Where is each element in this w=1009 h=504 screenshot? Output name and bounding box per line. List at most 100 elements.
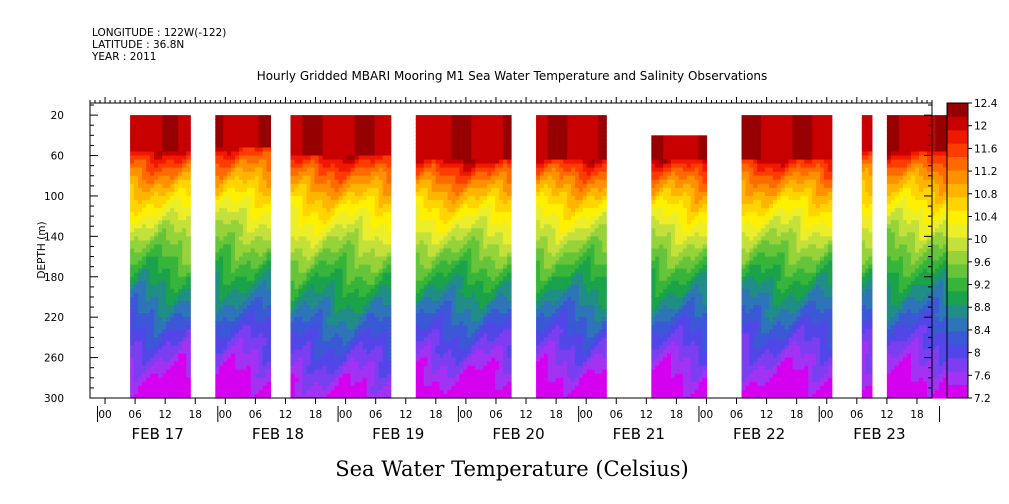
heat-cell (427, 325, 433, 330)
heat-cell (350, 369, 356, 375)
heat-cell (338, 228, 344, 233)
heat-cell (318, 341, 324, 347)
heat-cell (350, 119, 356, 124)
heat-cell (234, 191, 240, 197)
heat-cell (294, 123, 300, 128)
heat-cell (354, 147, 360, 153)
heat-cell (154, 309, 159, 314)
heat-cell (134, 385, 139, 391)
heat-cell (266, 301, 272, 306)
heat-cell (150, 256, 155, 262)
heat-cell (427, 341, 433, 347)
heat-cell (374, 321, 380, 326)
heat-cell (310, 216, 316, 221)
heat-cell (467, 377, 472, 383)
heat-cell (258, 264, 264, 270)
heat-cell (467, 183, 472, 189)
heat-cell (178, 236, 183, 241)
heat-cell (227, 280, 232, 286)
heat-cell (223, 248, 228, 254)
heat-cell (342, 228, 348, 233)
heat-cell (310, 256, 316, 262)
heat-cell (231, 159, 236, 165)
heat-cell (215, 175, 220, 181)
heat-cell (290, 228, 296, 233)
heat-cell (346, 195, 352, 201)
heat-cell (142, 228, 147, 233)
heat-cell (138, 361, 143, 367)
heat-cell (318, 284, 324, 290)
heat-cell (294, 276, 300, 282)
heat-cell (231, 349, 236, 355)
heat-cell (415, 163, 421, 169)
heat-cell (342, 220, 348, 225)
heat-cell (386, 151, 392, 157)
heat-cell (475, 256, 480, 262)
heat-cell (334, 191, 340, 197)
heat-cell (142, 365, 147, 371)
heat-cell (366, 268, 372, 274)
heat-cell (219, 345, 224, 351)
heat-cell (443, 199, 449, 205)
heat-cell (138, 325, 143, 330)
heat-cell (219, 393, 224, 399)
heat-cell (174, 224, 179, 229)
heat-cell (318, 244, 324, 250)
heat-cell (174, 393, 179, 399)
heat-cell (378, 377, 384, 383)
heat-cell (386, 155, 392, 161)
heat-cell (223, 167, 228, 173)
heat-cell (231, 353, 236, 359)
heat-cell (459, 135, 464, 140)
heat-cell (238, 256, 244, 262)
heat-cell (138, 224, 143, 229)
heat-cell (354, 252, 360, 258)
heat-cell (386, 325, 392, 330)
heat-cell (346, 171, 352, 177)
heat-cell (322, 353, 328, 359)
heat-cell (338, 131, 344, 136)
heat-cell (262, 199, 268, 205)
heat-cell (250, 179, 256, 185)
heat-cell (431, 313, 437, 318)
heat-cell (342, 163, 348, 169)
heat-cell (322, 151, 328, 157)
heat-cell (483, 151, 488, 157)
heat-cell (158, 369, 163, 375)
heat-cell (370, 361, 376, 367)
heat-cell (322, 357, 328, 363)
heat-cell (326, 389, 332, 395)
heat-cell (258, 369, 264, 375)
heat-cell (314, 119, 320, 124)
heat-cell (330, 325, 336, 330)
heat-cell (227, 333, 232, 338)
heat-cell (302, 248, 308, 254)
heat-cell (170, 119, 175, 124)
heat-cell (366, 280, 372, 286)
heat-cell (366, 389, 372, 395)
heat-cell (423, 179, 429, 185)
heat-cell (314, 345, 320, 351)
heat-cell (246, 131, 252, 136)
heat-cell (346, 163, 352, 169)
heat-cell (326, 191, 332, 197)
heat-cell (238, 292, 244, 298)
heat-cell (234, 127, 240, 132)
heat-cell (467, 171, 472, 177)
heat-cell (238, 373, 244, 379)
heat-cell (290, 224, 296, 229)
heat-cell (170, 264, 175, 270)
heat-cell (134, 361, 139, 367)
heat-cell (427, 296, 433, 302)
heat-cell (443, 147, 449, 153)
heat-cell (378, 280, 384, 286)
heat-cell (186, 115, 191, 120)
heat-cell (459, 195, 464, 201)
heat-cell (182, 167, 187, 173)
heat-cell (471, 127, 476, 132)
heat-cell (290, 385, 296, 391)
heat-cell (483, 191, 488, 197)
heat-cell (223, 333, 228, 338)
heat-cell (262, 228, 268, 233)
heat-cell (227, 292, 232, 298)
